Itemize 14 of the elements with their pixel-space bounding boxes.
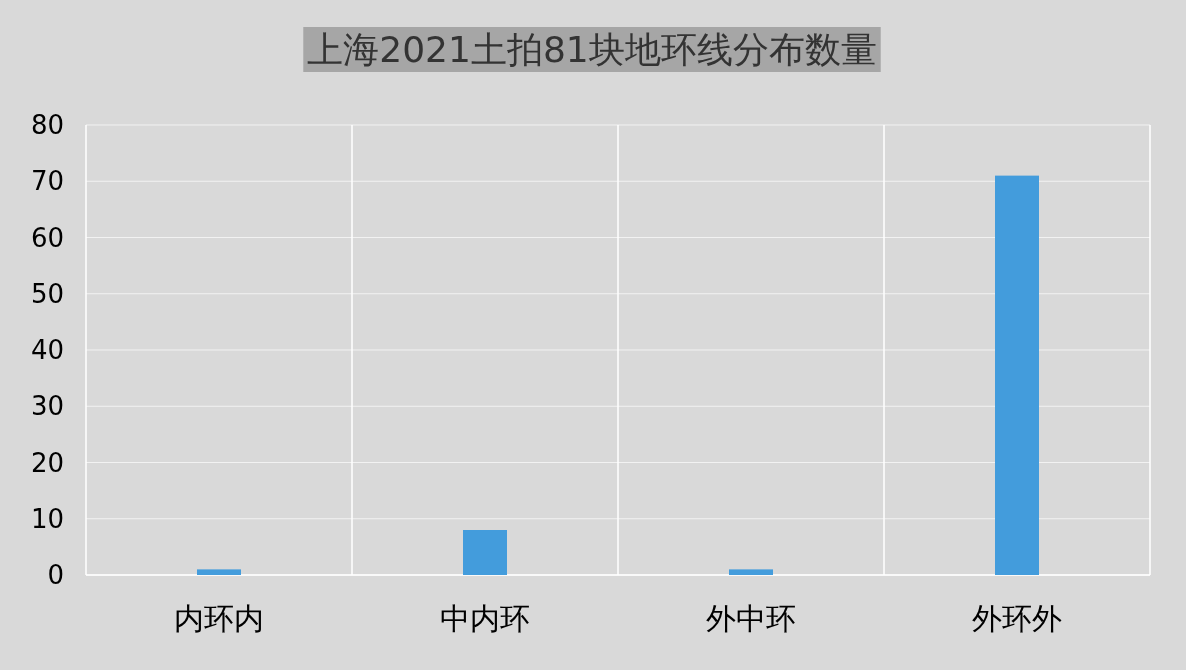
x-tick-label: 内环内	[174, 601, 264, 636]
y-tick-label: 10	[30, 503, 64, 534]
y-tick-label: 50	[30, 278, 64, 309]
x-tick-label: 中内环	[440, 601, 530, 636]
y-tick-label: 20	[30, 447, 64, 478]
y-tick-label: 40	[30, 335, 64, 365]
y-tick-label: 70	[30, 166, 64, 197]
x-tick-label: 外环外	[972, 601, 1062, 636]
y-tick-label: 0	[47, 560, 64, 590]
y-tick-label: 60	[30, 222, 64, 253]
y-tick-label: 30	[30, 391, 64, 422]
x-tick-label: 外中环	[706, 601, 796, 636]
y-tick-label: 80	[30, 110, 64, 140]
chart-title: 上海2021土拍81块地环线分布数量	[307, 29, 877, 70]
